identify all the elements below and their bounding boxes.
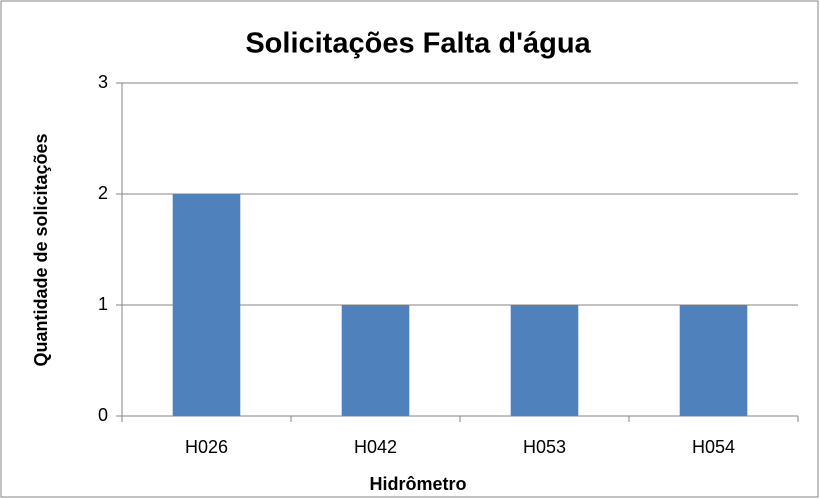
- bar: [679, 305, 748, 416]
- y-tick-label: 2: [98, 183, 108, 203]
- chart-title: Solicitações Falta d'água: [245, 28, 591, 60]
- x-tick-label: H042: [354, 437, 397, 457]
- bar: [510, 305, 579, 416]
- x-tick-label: H053: [523, 437, 566, 457]
- y-tick-label: 3: [98, 72, 108, 92]
- x-tick-label: H026: [185, 437, 228, 457]
- x-axis-label: Hidrômetro: [369, 474, 466, 494]
- y-tick-label: 1: [98, 294, 108, 314]
- x-tick-label: H054: [692, 437, 735, 457]
- bar: [341, 305, 410, 416]
- y-tick-label: 0: [98, 405, 108, 425]
- bar: [172, 194, 241, 416]
- y-axis-label: Quantidade de solicitações: [31, 133, 51, 366]
